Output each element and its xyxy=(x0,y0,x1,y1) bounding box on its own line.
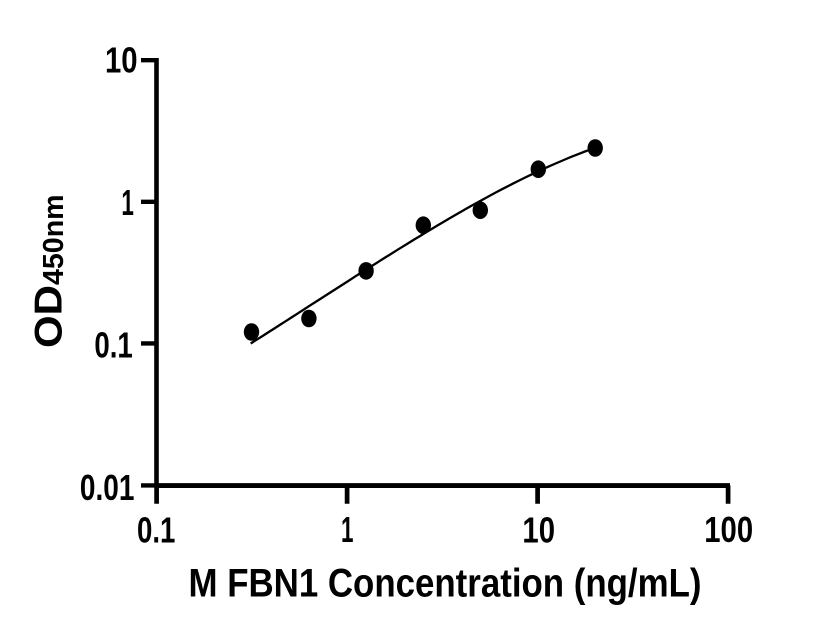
svg-text:10: 10 xyxy=(522,509,555,550)
svg-text:1: 1 xyxy=(341,509,354,550)
svg-text:M FBN1 Concentration (ng/mL): M FBN1 Concentration (ng/mL) xyxy=(189,561,702,605)
svg-text:OD450nm: OD450nm xyxy=(28,194,71,348)
svg-text:0.1: 0.1 xyxy=(94,324,132,365)
svg-text:1: 1 xyxy=(121,182,134,223)
svg-text:0.01: 0.01 xyxy=(80,467,135,508)
svg-text:10: 10 xyxy=(105,40,138,81)
svg-text:0.1: 0.1 xyxy=(137,509,175,550)
svg-text:100: 100 xyxy=(704,509,753,550)
